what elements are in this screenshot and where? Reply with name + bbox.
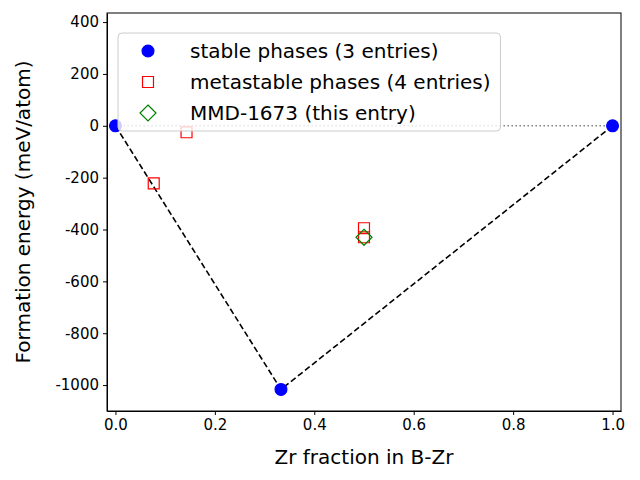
y-tick-mark [103, 385, 107, 386]
y-tick-mark [103, 74, 107, 75]
y-tick: -1000 [55, 376, 107, 394]
x-axis-title: Zr fraction in B-Zr [275, 445, 455, 469]
x-tick-mark [513, 411, 514, 415]
point [607, 120, 619, 132]
x-axis: 0.0 0.2 0.4 0.6 0.8 1.0 [104, 411, 625, 434]
x-tick: 0.6 [402, 411, 426, 434]
x-tick: 0.0 [104, 411, 128, 434]
y-tick-label: -200 [65, 169, 99, 187]
legend-marker [142, 45, 154, 57]
point [148, 178, 159, 189]
x-tick-mark [613, 411, 614, 415]
data-layer [110, 120, 619, 396]
x-tick-mark [215, 411, 216, 415]
y-tick-mark [103, 22, 107, 23]
x-tick-label: 0.8 [502, 416, 526, 434]
y-axis-title: Formation energy (meV/atom) [11, 61, 35, 364]
y-tick-label: -1000 [55, 376, 99, 394]
y-axis: -1000 -800 -600 -400 -200 0 200 400 [55, 13, 107, 411]
y-tick: -200 [65, 169, 107, 187]
y-tick-label: 0 [89, 117, 99, 135]
legend-label: MMD-1673 (this entry) [190, 101, 416, 125]
plot-area: 0.0 0.2 0.4 0.6 0.8 1.0 -1000 -800 -600 -400 -200 0… [55, 13, 625, 434]
y-tick-mark [103, 126, 107, 127]
x-tick: 0.8 [502, 411, 526, 434]
x-tick: 0.2 [203, 411, 227, 434]
y-tick-mark [103, 281, 107, 282]
x-tick-label: 0.2 [203, 416, 227, 434]
legend: stable phases (3 entries) metastable phas… [118, 33, 500, 131]
x-tick-label: 0.0 [104, 416, 128, 434]
x-tick-mark [115, 411, 116, 415]
x-tick: 0.4 [303, 411, 327, 434]
y-tick: -800 [65, 325, 107, 343]
point [275, 384, 287, 396]
y-tick-label: 200 [70, 65, 99, 83]
x-tick-mark [414, 411, 415, 415]
hull-line [115, 126, 612, 390]
legend-marker [140, 105, 156, 121]
y-tick-mark [103, 333, 107, 334]
legend-marker [143, 77, 154, 88]
legend-label: stable phases (3 entries) [190, 39, 439, 63]
y-tick-mark [103, 230, 107, 231]
y-tick: -400 [65, 221, 107, 239]
frame [107, 13, 621, 411]
chart: 0.0 0.2 0.4 0.6 0.8 1.0 -1000 -800 -600 -400 -200 0… [0, 0, 640, 480]
y-tick-label: -400 [65, 221, 99, 239]
y-axis-line [107, 14, 108, 412]
legend-box [118, 33, 500, 131]
x-axis-line [108, 411, 622, 412]
y-tick-label: -600 [65, 273, 99, 291]
x-tick-label: 0.6 [402, 416, 426, 434]
x-tick-label: 1.0 [601, 416, 625, 434]
legend-label: metastable phases (4 entries) [190, 70, 490, 94]
y-tick: -600 [65, 273, 107, 291]
x-tick: 1.0 [601, 411, 625, 434]
point [356, 229, 372, 245]
y-tick: 400 [70, 13, 107, 31]
y-tick: 0 [89, 117, 107, 135]
y-tick-label: 400 [70, 13, 99, 31]
x-tick-label: 0.4 [303, 416, 327, 434]
y-tick-mark [103, 178, 107, 179]
y-tick: 200 [70, 65, 107, 83]
y-tick-label: -800 [65, 325, 99, 343]
x-tick-mark [314, 411, 315, 415]
